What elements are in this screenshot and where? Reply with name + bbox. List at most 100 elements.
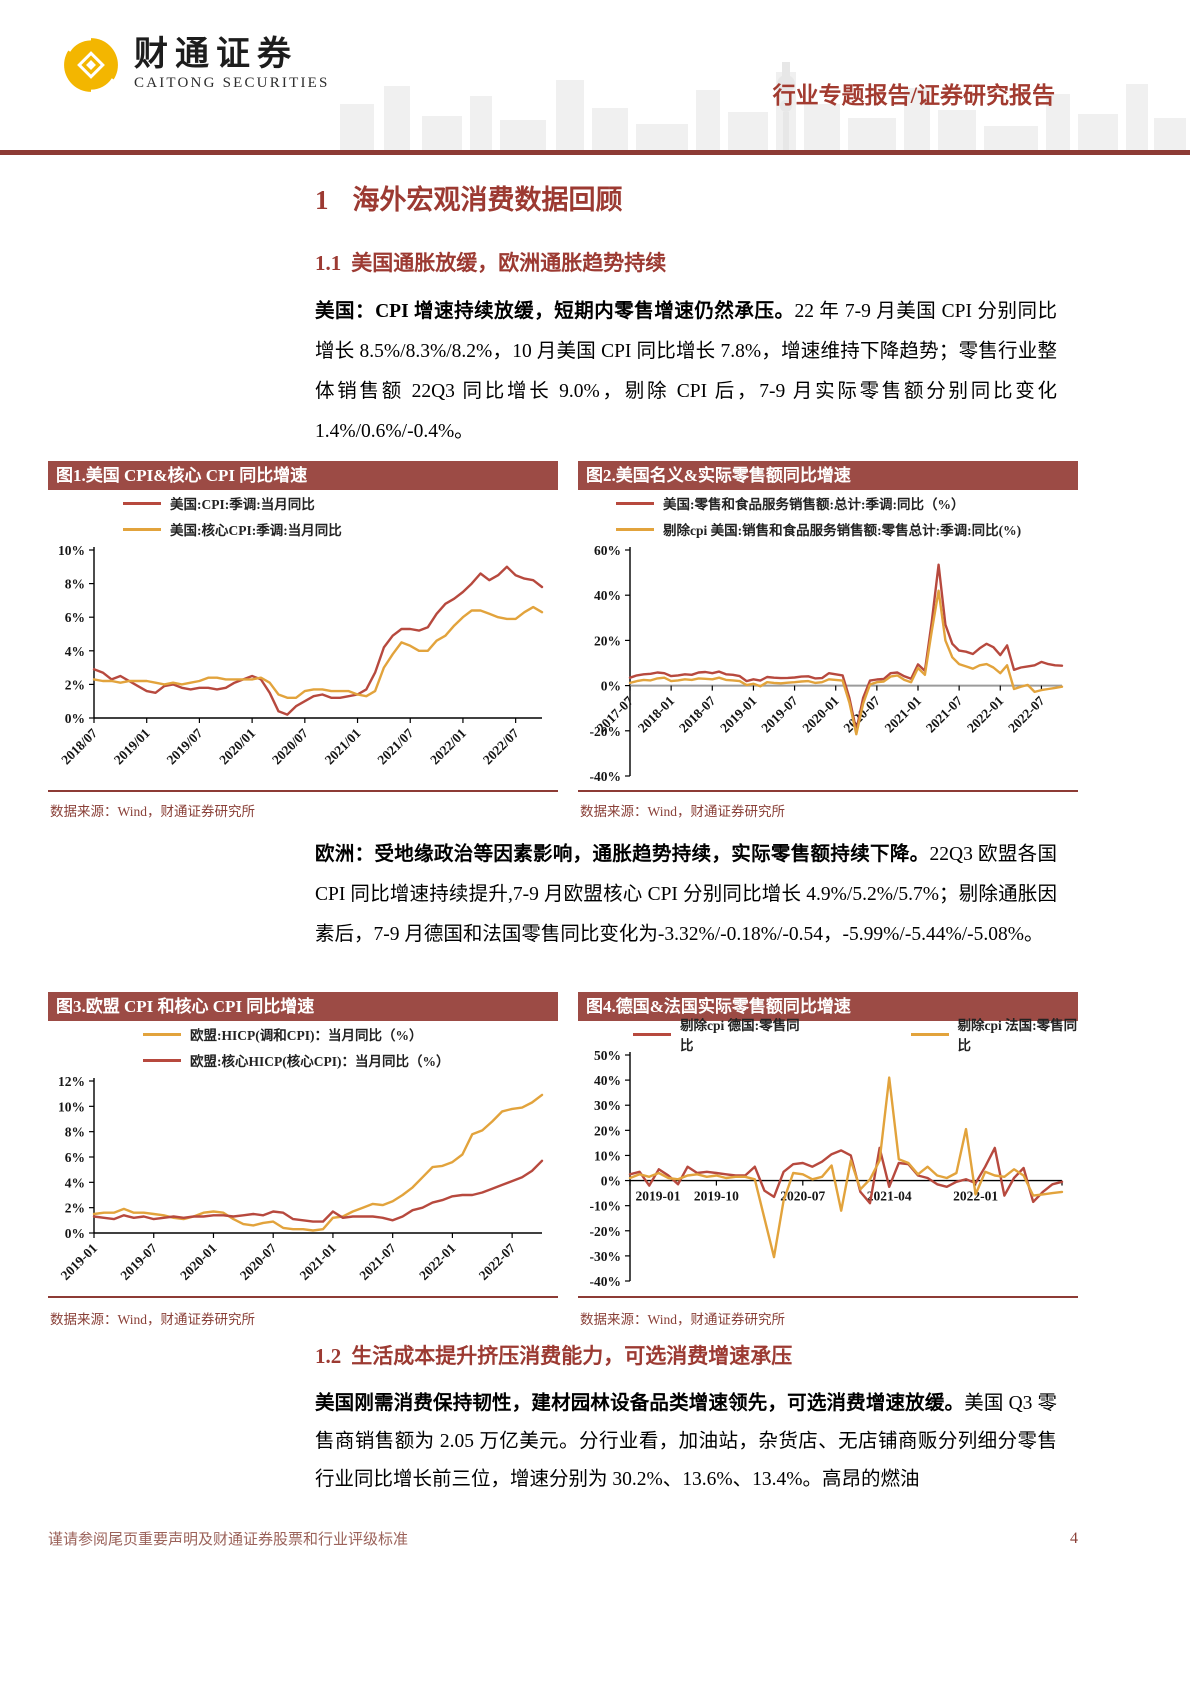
legend-line-swatch (143, 1058, 181, 1062)
legend-line-swatch (123, 501, 161, 505)
svg-text:2022-07: 2022-07 (1005, 693, 1048, 736)
svg-text:2021/07: 2021/07 (374, 725, 416, 767)
svg-text:8%: 8% (65, 577, 85, 592)
svg-text:2021-07: 2021-07 (356, 1240, 399, 1283)
legend-entry: 剔除cpi 法国:零售同比 (910, 1018, 1079, 1053)
legend-line-swatch (910, 1032, 949, 1036)
caitong-logo-icon (64, 36, 118, 94)
svg-text:6%: 6% (65, 610, 85, 625)
header-rule (0, 150, 1190, 155)
svg-text:2019-01: 2019-01 (58, 1240, 101, 1283)
figure-2-title: 图2.美国名义&实际零售额同比增速 (578, 461, 1078, 490)
figure-1: 图1.美国 CPI&核心 CPI 同比增速 美国:CPI:季调:当月同比 美国:核… (48, 461, 558, 792)
svg-text:10%: 10% (58, 543, 85, 558)
svg-text:2019/01: 2019/01 (111, 725, 153, 767)
svg-text:2022-07: 2022-07 (476, 1240, 519, 1283)
svg-text:2020-07: 2020-07 (780, 1189, 825, 1204)
svg-text:8%: 8% (65, 1125, 85, 1140)
section-number: 1 (315, 185, 329, 215)
legend-line-swatch (143, 1032, 181, 1036)
svg-text:-20%: -20% (590, 724, 622, 739)
svg-text:2022/01: 2022/01 (427, 725, 469, 767)
paragraph-us: 美国：CPI 增速持续放缓，短期内零售增速仍然承压。22 年 7-9 月美国 C… (315, 301, 1057, 442)
legend-entry: 美国:CPI:季调:当月同比 (123, 490, 558, 516)
figure-4-legend: 剔除cpi 德国:零售同比 剔除cpi 法国:零售同比 (578, 1018, 1079, 1053)
svg-text:50%: 50% (594, 1048, 621, 1063)
svg-text:2021-01: 2021-01 (297, 1240, 340, 1283)
figure-3: 图3.欧盟 CPI 和核心 CPI 同比增速 欧盟:HICP(调和CPI)：当月… (48, 992, 558, 1298)
svg-text:0%: 0% (601, 679, 621, 694)
svg-text:2021/01: 2021/01 (322, 725, 364, 767)
caitong-logo: 财通证券 CAITONG SECURITIES (62, 36, 330, 94)
svg-text:2019-01: 2019-01 (717, 693, 760, 736)
figure-4-source: 数据来源：Wind，财通证券研究所 (580, 1312, 785, 1327)
figure-2-legend: 美国:零售和食品服务销售额:总计:季调:同比（%） 剔除cpi 美国:销售和食品服… (578, 490, 1078, 542)
figure-3-chart: 0% 2% 4% 6% 8% 10% 12% 2019-01 2019-07 2020-01 202… (58, 1074, 544, 1283)
svg-text:2020-01: 2020-01 (799, 693, 842, 736)
svg-text:2022-01: 2022-01 (964, 693, 1007, 736)
logo-en: CAITONG SECURITIES (134, 75, 330, 91)
figure-1-source: 数据来源：Wind，财通证券研究所 (50, 804, 255, 819)
legend-entry: 欧盟:HICP(调和CPI)：当月同比（%） (143, 1021, 558, 1047)
figure-4: 图4.德国&法国实际零售额同比增速 剔除cpi 德国:零售同比 剔除cpi 法国:… (578, 992, 1078, 1298)
paragraph-us-retail: 美国刚需消费保持韧性，建材园林设备品类增速领先，可选消费增速放缓。美国 Q3 零… (315, 1393, 1057, 1490)
svg-text:6%: 6% (65, 1150, 85, 1165)
svg-text:0%: 0% (65, 1226, 85, 1241)
legend-line-swatch (616, 527, 654, 531)
svg-text:30%: 30% (594, 1098, 621, 1113)
subsection-1-title: 1.1 美国通胀放缓，欧洲通胀趋势持续 (315, 251, 667, 275)
paragraph-europe: 欧洲：受地缘政治等因素影响，通胀趋势持续，实际零售额持续下降。22Q3 欧盟各国… (315, 844, 1057, 945)
svg-text:2022-01: 2022-01 (416, 1240, 459, 1283)
svg-text:2019-07: 2019-07 (117, 1240, 160, 1283)
legend-entry: 剔除cpi 德国:零售同比 (633, 1018, 801, 1053)
svg-text:-30%: -30% (590, 1249, 622, 1264)
figure-1-chart: 0%2%4%6%8%10%2018/07 2019/01 2019/07 2020/0… (58, 543, 544, 767)
svg-text:2018-07: 2018-07 (676, 693, 719, 736)
svg-text:40%: 40% (594, 1073, 621, 1088)
svg-text:2018/07: 2018/07 (58, 725, 100, 767)
section-title: 1 海外宏观消费数据回顾 (315, 185, 623, 215)
svg-text:2%: 2% (65, 677, 85, 692)
svg-text:10%: 10% (58, 1099, 85, 1114)
svg-text:2021-01: 2021-01 (882, 693, 925, 736)
svg-text:2022-01: 2022-01 (953, 1189, 998, 1204)
svg-text:40%: 40% (594, 588, 621, 603)
svg-text:12%: 12% (58, 1074, 85, 1089)
svg-text:4%: 4% (65, 644, 85, 659)
svg-text:2%: 2% (65, 1201, 85, 1216)
svg-text:2021-04: 2021-04 (867, 1189, 912, 1204)
svg-text:2019/07: 2019/07 (164, 725, 206, 767)
figure-3-legend: 欧盟:HICP(调和CPI)：当月同比（%） 欧盟:核心HICP(核心CPI)：当… (48, 1021, 558, 1073)
svg-text:10%: 10% (594, 1148, 621, 1163)
figure-1-legend: 美国:CPI:季调:当月同比 美国:核心CPI:季调:当月同比 (48, 490, 558, 542)
subsection-2-title: 1.2 生活成本提升挤压消费能力，可选消费增速承压 (315, 1344, 793, 1368)
legend-line-swatch (123, 527, 161, 531)
figure-1-title: 图1.美国 CPI&核心 CPI 同比增速 (48, 461, 558, 490)
svg-text:2019-01: 2019-01 (636, 1189, 681, 1204)
page-footer: 谨请参阅尾页重要声明及财通证券股票和行业评级标准 4 (48, 1528, 1078, 1549)
legend-entry: 欧盟:核心HICP(核心CPI)：当月同比（%） (143, 1047, 558, 1073)
figure-2-chart: -40%-20%0%20%40%60%2017-072018-012018-07… (590, 543, 1064, 784)
logo-text: 财通证券 CAITONG SECURITIES (134, 37, 330, 93)
legend-entry: 美国:核心CPI:季调:当月同比 (123, 516, 558, 542)
svg-text:2019-10: 2019-10 (694, 1189, 739, 1204)
svg-text:2020/07: 2020/07 (269, 725, 311, 767)
figure-4-title: 图4.德国&法国实际零售额同比增速 (578, 992, 1078, 1021)
svg-text:2020-01: 2020-01 (177, 1240, 220, 1283)
svg-text:20%: 20% (594, 633, 621, 648)
svg-text:-40%: -40% (590, 1274, 622, 1289)
footer-disclaimer: 谨请参阅尾页重要声明及财通证券股票和行业评级标准 (48, 1532, 409, 1548)
svg-text:60%: 60% (594, 543, 621, 558)
city-skyline-decoration (330, 60, 1190, 157)
svg-text:4%: 4% (65, 1175, 85, 1190)
legend-entry: 美国:零售和食品服务销售额:总计:季调:同比（%） (616, 490, 1078, 516)
figure-3-source: 数据来源：Wind，财通证券研究所 (50, 1312, 255, 1327)
svg-text:20%: 20% (594, 1123, 621, 1138)
svg-text:0%: 0% (601, 1174, 621, 1189)
report-type-label: 行业专题报告/证券研究报告 (772, 83, 1055, 108)
svg-text:2021-07: 2021-07 (923, 693, 966, 736)
svg-text:2019-07: 2019-07 (758, 693, 801, 736)
svg-text:2020-07: 2020-07 (237, 1240, 280, 1283)
figure-3-title: 图3.欧盟 CPI 和核心 CPI 同比增速 (48, 992, 558, 1021)
